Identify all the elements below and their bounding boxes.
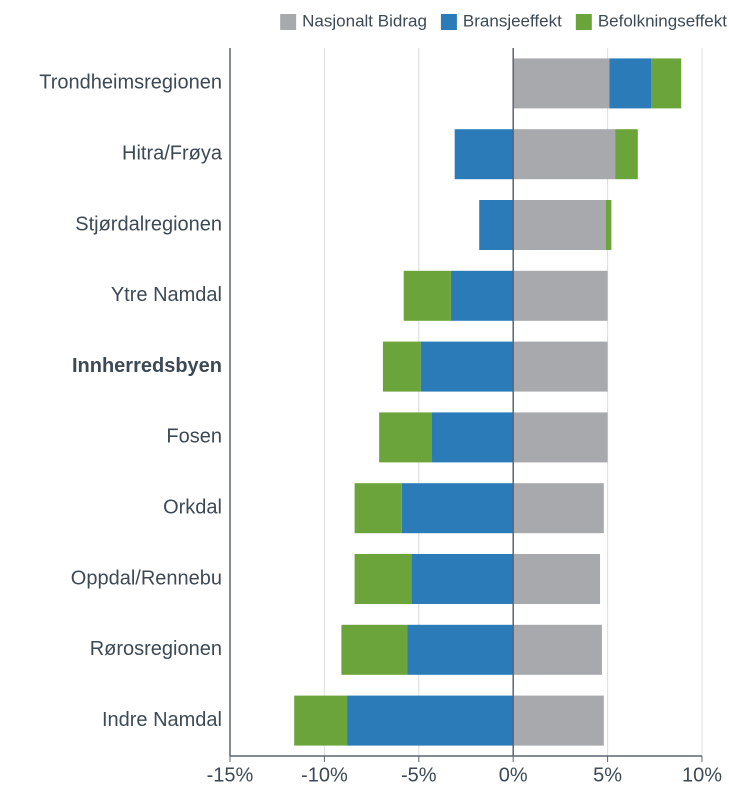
bar-segment bbox=[513, 483, 604, 534]
y-tick-label: Trondheimsregionen bbox=[39, 72, 222, 94]
bar-segment bbox=[341, 624, 408, 675]
y-tick-label: Fosen bbox=[166, 426, 222, 448]
bar-segment bbox=[411, 554, 514, 604]
bar-segment bbox=[513, 695, 604, 746]
y-tick-label: Stjørdalregionen bbox=[75, 213, 222, 235]
bar-segment bbox=[513, 554, 601, 604]
bar-segment bbox=[513, 129, 616, 180]
y-tick-label: Orkdal bbox=[163, 496, 222, 518]
bar-segment bbox=[513, 341, 608, 392]
x-tick-label: -10% bbox=[301, 764, 348, 785]
legend-label: Bransjeeffekt bbox=[463, 11, 562, 30]
bar-segment bbox=[347, 695, 514, 746]
y-tick-label: Indre Namdal bbox=[102, 709, 222, 731]
legend-label: Nasjonalt Bidrag bbox=[302, 11, 427, 30]
legend-label: Befolkningseffekt bbox=[598, 11, 727, 30]
legend-swatch bbox=[280, 14, 297, 30]
bar-segment bbox=[432, 412, 514, 463]
x-tick-label: -5% bbox=[401, 764, 437, 785]
bar-segment bbox=[407, 624, 514, 675]
legend-swatch bbox=[575, 14, 592, 30]
bar-segment bbox=[354, 554, 412, 604]
bar-segment bbox=[379, 412, 433, 463]
bar-segment bbox=[403, 270, 451, 321]
y-tick-label: Oppdal/Rennebu bbox=[71, 567, 222, 589]
bar-segment bbox=[382, 341, 421, 392]
x-tick-label: 5% bbox=[593, 764, 622, 785]
bar-segment bbox=[450, 270, 514, 321]
bar-segment bbox=[513, 270, 608, 321]
bar-segment bbox=[401, 483, 514, 534]
bar-segment bbox=[454, 129, 514, 180]
bar-segment bbox=[609, 58, 652, 109]
bar-segment bbox=[513, 624, 602, 675]
x-tick-label: 0% bbox=[499, 764, 528, 785]
bar-segment bbox=[513, 58, 610, 109]
x-tick-label: -15% bbox=[207, 764, 254, 785]
bar-segment bbox=[294, 695, 348, 746]
bar-segment bbox=[513, 200, 606, 250]
bar-segment bbox=[615, 129, 638, 180]
bar-segment bbox=[479, 200, 514, 250]
bar-segment bbox=[513, 412, 608, 463]
y-tick-label: Rørosregionen bbox=[90, 638, 222, 660]
y-tick-label: Innherredsbyen bbox=[72, 355, 222, 377]
bar-segment bbox=[605, 200, 612, 250]
bar-segment bbox=[354, 483, 402, 534]
y-tick-label: Ytre Namdal bbox=[111, 284, 222, 306]
x-tick-label: 10% bbox=[682, 764, 722, 785]
y-tick-label: Hitra/Frøya bbox=[122, 142, 223, 164]
legend-swatch bbox=[440, 14, 457, 30]
bar-segment bbox=[420, 341, 514, 392]
bar-segment bbox=[651, 58, 682, 109]
